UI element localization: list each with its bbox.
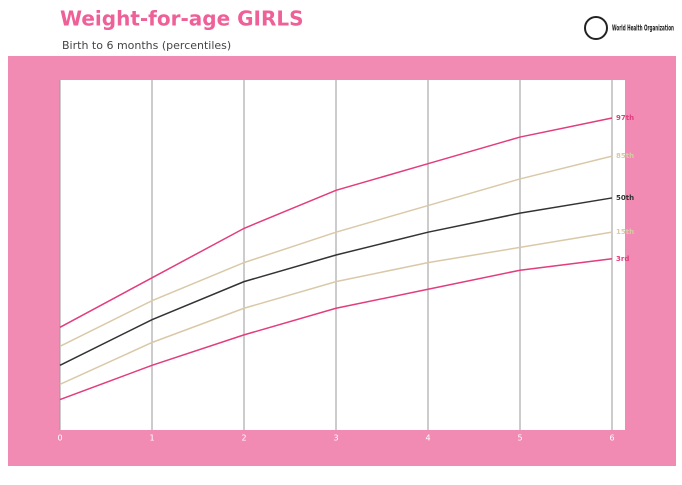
x-tick-label: 4 <box>425 434 430 443</box>
series-label: 50th <box>616 194 634 202</box>
percentile-line <box>59 117 613 328</box>
series-label: 97th <box>616 114 634 122</box>
chart-subtitle: Birth to 6 months (percentiles) <box>62 39 231 52</box>
x-tick-label: 5 <box>517 434 522 443</box>
x-tick-label: 1 <box>149 434 154 443</box>
percentile-line <box>59 258 613 401</box>
x-tick-label: 0 <box>57 434 62 443</box>
x-tick-label: 3 <box>333 434 338 443</box>
series-label: 3rd <box>616 255 629 263</box>
x-tick-label: 2 <box>241 434 246 443</box>
x-tick-label: 6 <box>609 434 614 443</box>
who-logo <box>584 16 608 40</box>
percentile-line <box>59 231 613 386</box>
series-label: 15th <box>616 228 634 236</box>
percentile-line <box>59 155 613 347</box>
chart-title: Weight-for-age GIRLS <box>60 7 304 31</box>
organization: World Health Organization <box>612 24 674 33</box>
percentile-line <box>59 197 613 366</box>
plot-area <box>60 80 625 430</box>
series-label: 85th <box>616 152 634 160</box>
